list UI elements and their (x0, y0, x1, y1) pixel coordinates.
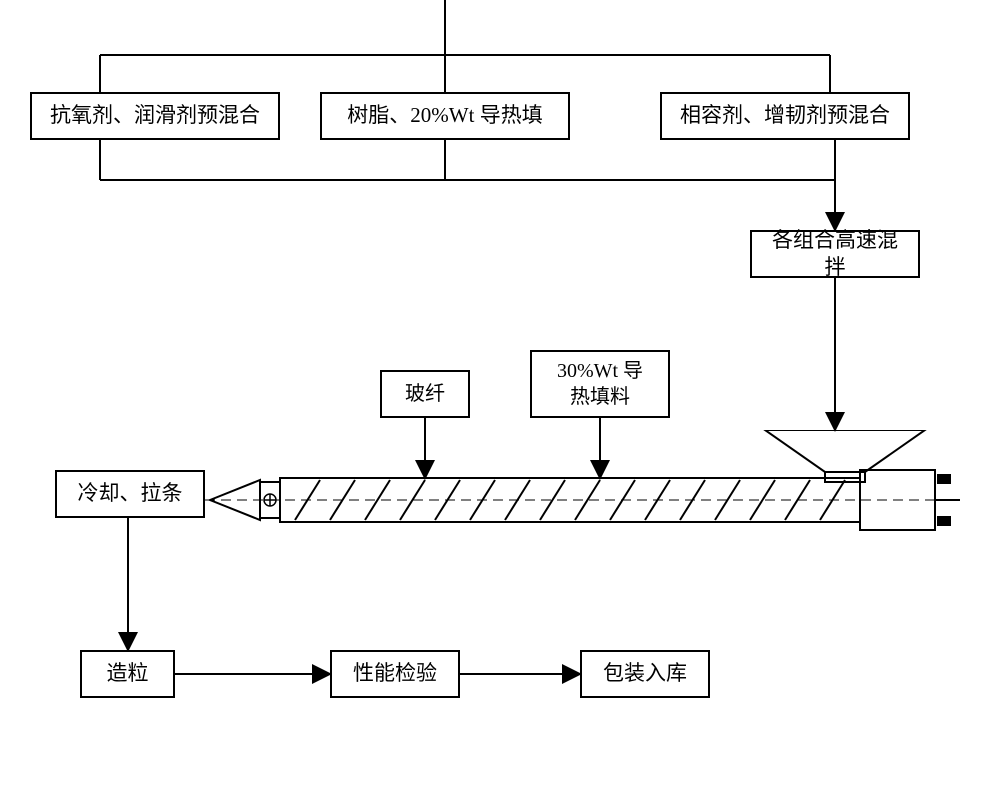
box-inspect: 性能检验 (330, 650, 460, 698)
box-antioxidant-lubricant-premix: 抗氧剂、润滑剂预混合 (30, 92, 280, 140)
extruder-illustration (205, 430, 960, 570)
box-high-speed-mix: 各组合高速混拌 (750, 230, 920, 278)
box-cooling: 冷却、拉条 (55, 470, 205, 518)
box-resin-filler20: 树脂、20%Wt 导热填 (320, 92, 570, 140)
box-glass-fiber: 玻纤 (380, 370, 470, 418)
box-filler30: 30%Wt 导 热填料 (530, 350, 670, 418)
box-compatibilizer-toughener-premix: 相容剂、增韧剂预混合 (660, 92, 910, 140)
box-pack: 包装入库 (580, 650, 710, 698)
box-pelletize: 造粒 (80, 650, 175, 698)
